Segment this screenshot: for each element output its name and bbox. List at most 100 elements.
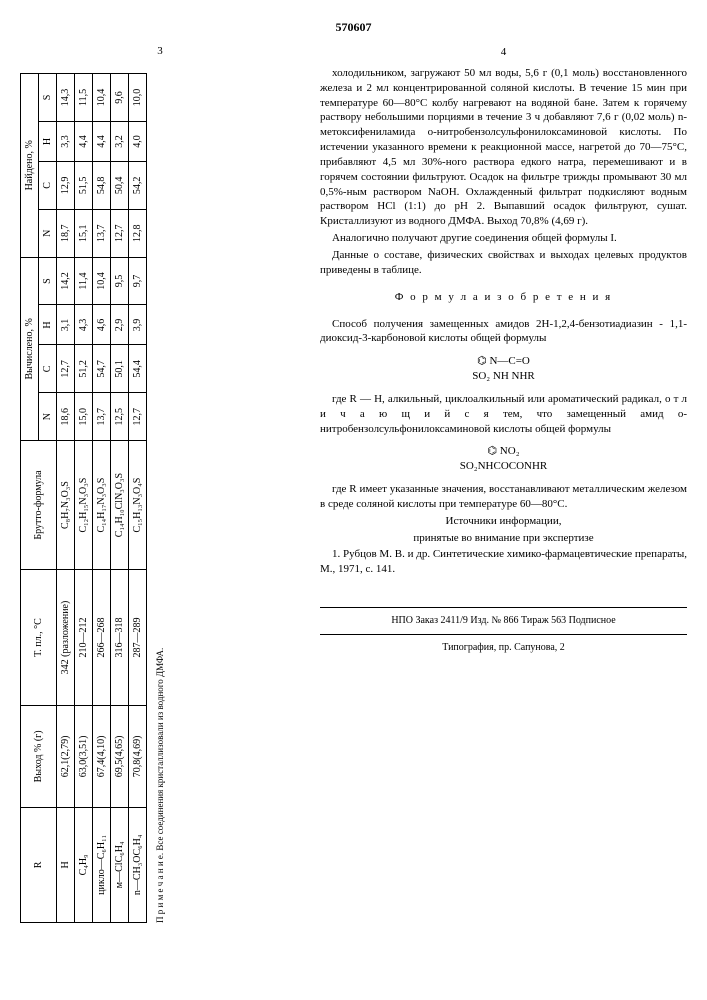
cell-fC: 54,8: [93, 161, 111, 209]
para-5: где R — H, алкильный, циклоалкильный или…: [320, 392, 687, 437]
cell-cC: 54,7: [93, 345, 111, 393]
th-found: Найдено, %: [21, 74, 39, 258]
th-mp: Т. пл., °С: [21, 570, 57, 706]
footer: НПО Заказ 2411/9 Изд. № 866 Тираж 563 По…: [320, 607, 687, 654]
cell-yield: 70,8(4,69): [129, 705, 147, 807]
cell-cC: 12,7: [57, 345, 75, 393]
formula-2: ⌬ NO₂ SO₂NHCOCONHR: [320, 444, 687, 474]
table-row: H62,1(2,79)342 (разложение)C₈H₇N₃O₃S18,6…: [57, 74, 75, 923]
cell-fC: 50,4: [111, 161, 129, 209]
claims-title: Ф о р м у л а и з о б р е т е н и я: [320, 290, 687, 305]
cell-formula: C₁₂H₁₅N₃O₃S: [75, 441, 93, 570]
cell-fH: 3,2: [111, 121, 129, 161]
cell-formula: C₁₄H₁₀ClN₃O₃S: [111, 441, 129, 570]
cell-yield: 67,4(4,10): [93, 705, 111, 807]
th-cN: N: [39, 393, 57, 441]
cell-cN: 12,7: [129, 393, 147, 441]
th-fN: N: [39, 209, 57, 257]
page-num-left: 3: [20, 45, 300, 57]
page-container: 3 R Выход % (г) Т. пл., °С Брутто-формул…: [20, 45, 687, 943]
th-fH: H: [39, 121, 57, 161]
cell-cS: 10,4: [93, 257, 111, 305]
sources-title: Источники информации,: [320, 514, 687, 529]
cell-cS: 14,2: [57, 257, 75, 305]
th-cC: C: [39, 345, 57, 393]
table-row: цикло—C₆H₁₁67,4(4,10)266—268C₁₄H₁₇N₃O₃S1…: [93, 74, 111, 923]
th-calc: Вычислено, %: [21, 257, 39, 440]
cell-cH: 4,3: [75, 305, 93, 345]
cell-fH: 4,4: [75, 121, 93, 161]
cell-cN: 18,6: [57, 393, 75, 441]
cell-fN: 12,8: [129, 209, 147, 257]
formula-1: ⌬ N—C=O SO₂ NH NHR: [320, 354, 687, 384]
table-row: n—CH₃OC₆H₄70,8(4,69)287—289C₁₅H₁₃N₃O₄S12…: [129, 74, 147, 923]
cell-fS: 10,0: [129, 74, 147, 122]
page-num-right: 4: [320, 45, 687, 60]
cell-mp: 342 (разложение): [57, 570, 75, 706]
sources-sub: принятые во внимание при экспертизе: [320, 531, 687, 546]
cell-fS: 11,5: [75, 74, 93, 122]
cell-r: м—ClC₆H₄: [111, 807, 129, 922]
cell-mp: 316—318: [111, 570, 129, 706]
cell-fH: 4,4: [93, 121, 111, 161]
cell-yield: 63,0(3,51): [75, 705, 93, 807]
th-fS: S: [39, 74, 57, 122]
cell-mp: 266—268: [93, 570, 111, 706]
table-row: C₄H₉63,0(3,51)210—212C₁₂H₁₅N₃O₃S15,051,2…: [75, 74, 93, 923]
para-6: где R имеет указанные значения, восстана…: [320, 482, 687, 512]
cell-cN: 12,5: [111, 393, 129, 441]
right-column: 4 холодильником, загружают 50 мл воды, 5…: [320, 45, 687, 943]
cell-cC: 50,1: [111, 345, 129, 393]
cell-fS: 9,6: [111, 74, 129, 122]
cell-mp: 210—212: [75, 570, 93, 706]
cell-r: C₄H₉: [75, 807, 93, 922]
cell-fS: 10,4: [93, 74, 111, 122]
cell-r: n—CH₃OC₆H₄: [129, 807, 147, 922]
cell-cC: 54,4: [129, 345, 147, 393]
cell-cH: 3,9: [129, 305, 147, 345]
cell-fC: 12,9: [57, 161, 75, 209]
cell-fC: 51,5: [75, 161, 93, 209]
th-cS: S: [39, 257, 57, 305]
table-footnote: П р и м е ч а н и е. Все соединения крис…: [155, 73, 165, 923]
cell-cS: 9,7: [129, 257, 147, 305]
th-cH: H: [39, 305, 57, 345]
cell-fN: 15,1: [75, 209, 93, 257]
cell-fC: 54,2: [129, 161, 147, 209]
cell-fH: 3,3: [57, 121, 75, 161]
cell-cN: 15,0: [75, 393, 93, 441]
cell-cS: 11,4: [75, 257, 93, 305]
footer-line2: Типография, пр. Сапунова, 2: [320, 641, 687, 655]
footer-line1: НПО Заказ 2411/9 Изд. № 866 Тираж 563 По…: [320, 614, 687, 628]
cell-yield: 69,5(4,65): [111, 705, 129, 807]
para-4: Способ получения замещенных амидов 2H-1,…: [320, 317, 687, 347]
cell-fN: 13,7: [93, 209, 111, 257]
cell-mp: 287—289: [129, 570, 147, 706]
doc-number: 570607: [20, 20, 687, 35]
th-fC: C: [39, 161, 57, 209]
data-table-wrapper: R Выход % (г) Т. пл., °С Брутто-формула …: [20, 73, 165, 923]
cell-fN: 12,7: [111, 209, 129, 257]
cell-formula: C₈H₇N₃O₃S: [57, 441, 75, 570]
table-row: м—ClC₆H₄69,5(4,65)316—318C₁₄H₁₀ClN₃O₃S12…: [111, 74, 129, 923]
cell-cS: 9,5: [111, 257, 129, 305]
left-column: 3 R Выход % (г) Т. пл., °С Брутто-формул…: [20, 45, 300, 943]
th-yield: Выход % (г): [21, 705, 57, 807]
cell-r: H: [57, 807, 75, 922]
cell-fH: 4,0: [129, 121, 147, 161]
para-3: Данные о составе, физических свойствах и…: [320, 248, 687, 278]
cell-formula: C₁₄H₁₇N₃O₃S: [93, 441, 111, 570]
cell-cH: 4,6: [93, 305, 111, 345]
ref-1: 1. Рубцов М. В. и др. Синтетические хими…: [320, 547, 687, 577]
th-r: R: [21, 807, 57, 922]
para-1: холодильником, загружают 50 мл воды, 5,6…: [320, 66, 687, 229]
cell-formula: C₁₅H₁₃N₃O₄S: [129, 441, 147, 570]
cell-cH: 2,9: [111, 305, 129, 345]
cell-yield: 62,1(2,79): [57, 705, 75, 807]
data-table: R Выход % (г) Т. пл., °С Брутто-формула …: [20, 73, 147, 923]
para-2: Аналогично получают другие соединения об…: [320, 231, 687, 246]
cell-cN: 13,7: [93, 393, 111, 441]
cell-fS: 14,3: [57, 74, 75, 122]
cell-fN: 18,7: [57, 209, 75, 257]
cell-cH: 3,1: [57, 305, 75, 345]
